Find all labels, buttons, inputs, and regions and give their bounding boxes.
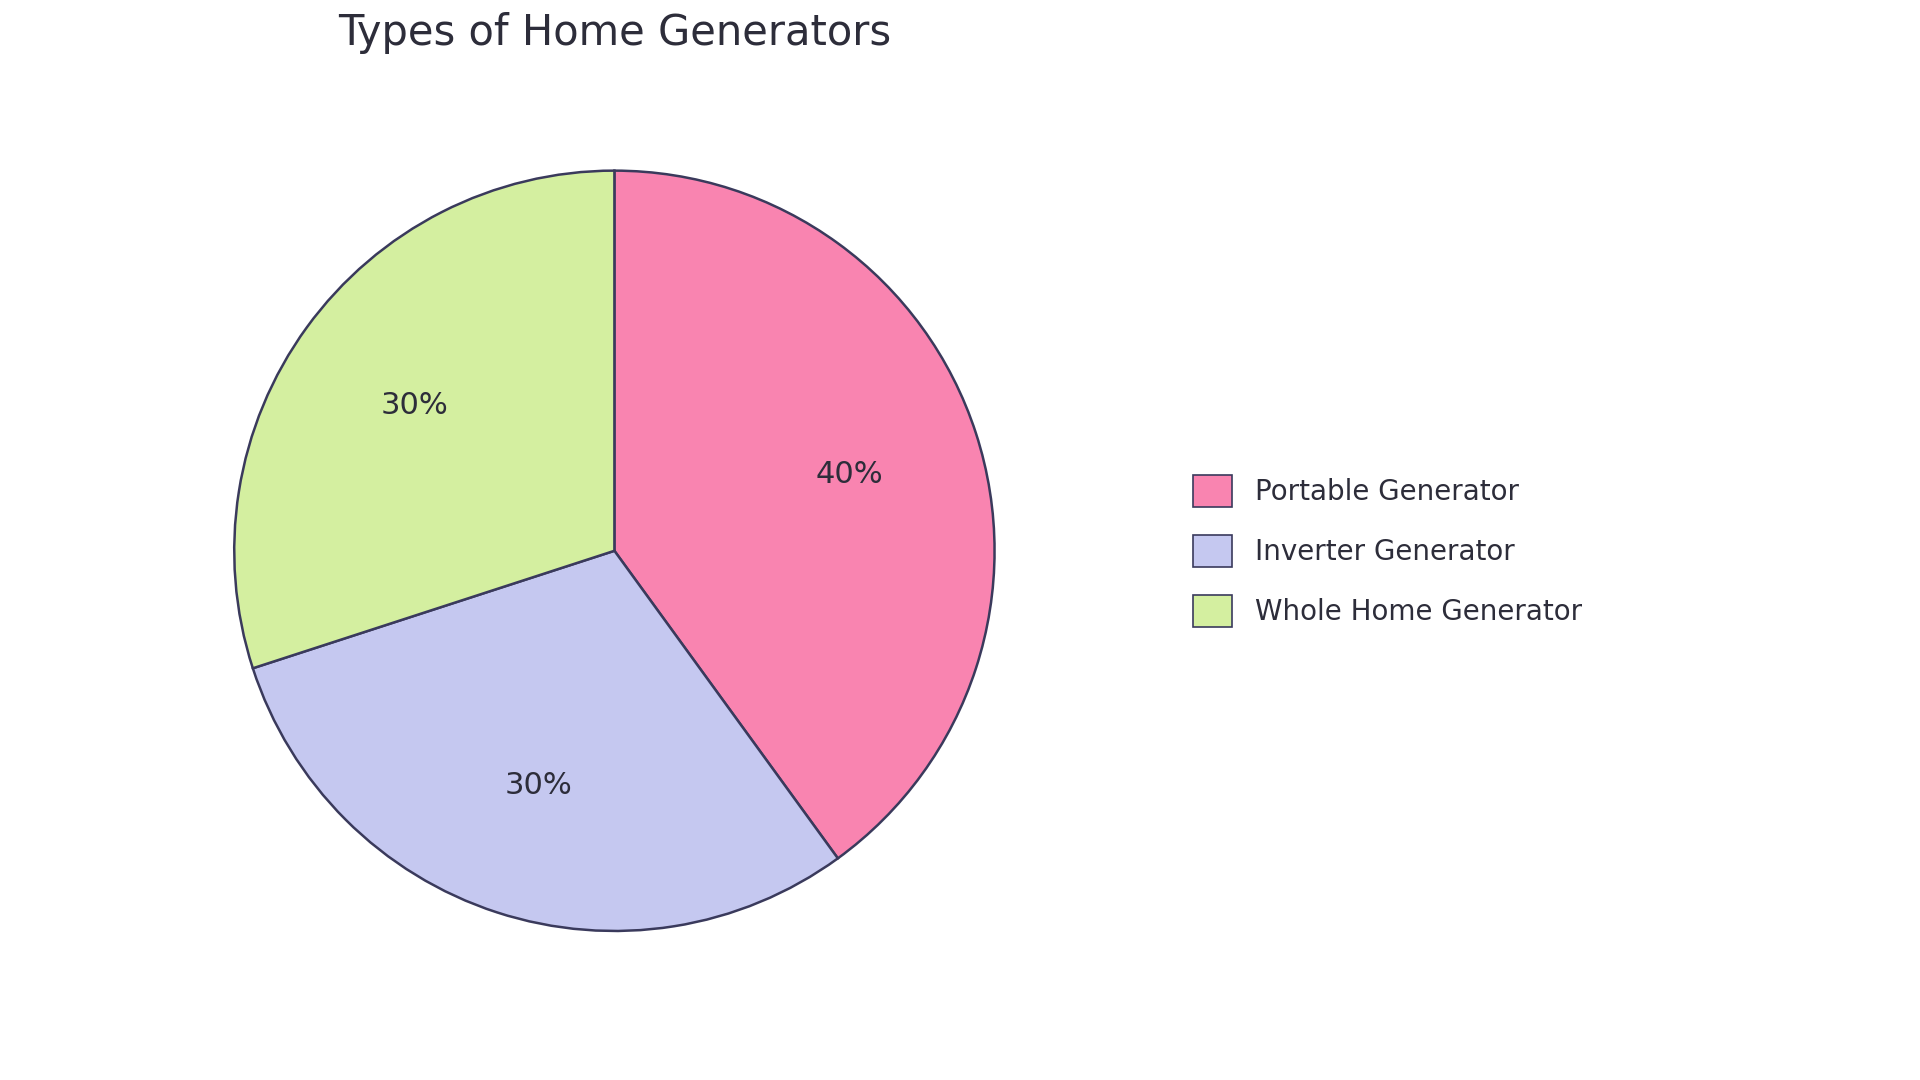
Text: 30%: 30% bbox=[505, 771, 572, 800]
Title: Types of Home Generators: Types of Home Generators bbox=[338, 12, 891, 54]
Legend: Portable Generator, Inverter Generator, Whole Home Generator: Portable Generator, Inverter Generator, … bbox=[1179, 461, 1596, 640]
Wedge shape bbox=[234, 171, 614, 669]
Wedge shape bbox=[614, 171, 995, 859]
Text: 40%: 40% bbox=[816, 460, 883, 489]
Text: 30%: 30% bbox=[380, 391, 449, 420]
Wedge shape bbox=[253, 551, 837, 931]
